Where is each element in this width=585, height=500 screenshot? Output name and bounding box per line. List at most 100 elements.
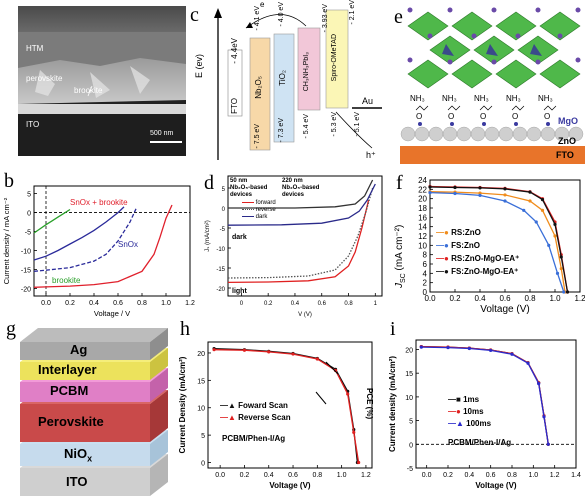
chart-f-ytick-label-9: 18 [418, 204, 427, 213]
au-label: Au [362, 96, 374, 106]
chart-f-ytick-label-11: 22 [418, 185, 427, 194]
legend-reverse: reverse [242, 207, 276, 214]
chart-i-ytick-label-0: -5 [407, 466, 413, 473]
chart-f-series-1-point-1 [453, 191, 457, 196]
chart-i: 0.0 0.2 0.4 0.6 0.8 1.0 1.2 1.4 -5 0 5 10 15 20 Voltag… [388, 339, 581, 490]
chart-i-xtick-label-1: 0.2 [443, 472, 453, 479]
legend-rs-zno-mgo: —● RS:ZnO-MgO-EA⁺ [436, 254, 520, 263]
chart-h-xtick-label-0: 0.0 [215, 472, 225, 479]
chart-i-legend: —■ 1ms —● 10ms —▲ 100ms [448, 394, 491, 430]
o-label-1: O [416, 112, 423, 121]
chart-b-series-1 [33, 208, 137, 272]
legend-fs-zno: —● FS:ZnO [436, 241, 480, 250]
tio2-label: TiO₂ [278, 70, 287, 86]
layer-ag-shape [20, 328, 168, 360]
energy-axis-label: E (ev) [194, 53, 204, 78]
group1-line-2: Nb₂O₅-based [230, 185, 268, 191]
chart-f-ylabel: JSC (mA cm⁻²) [394, 225, 407, 288]
chart-h-series-1-point-3 [291, 352, 295, 356]
chart-b-ytick-label-0: 5 [27, 192, 31, 199]
chart-f-series-0-point-4 [528, 199, 532, 203]
chart-i-xtick-label-3: 0.6 [486, 472, 496, 479]
chart-h-xtick-label-2: 0.4 [264, 472, 274, 479]
chart-b-xtick-label-2: 0.4 [89, 300, 99, 307]
fto-level: - 4.4eV [230, 38, 239, 64]
electron-label: e [260, 0, 265, 9]
chart-d-xlabel: V (V) [298, 312, 312, 318]
chart-d: 0 0.2 0.4 0.6 0.8 1 5 0 -5 -10 -15 -20 V (V) Jₛ (mA/c… [205, 175, 383, 318]
perovskite-block [297, 27, 321, 111]
chart-d-xtick-label-2: 0.4 [291, 301, 300, 307]
chart-h-xtick-label-1: 0.2 [240, 472, 250, 479]
group1-label: 50 nm Nb₂O₅-based devices [230, 178, 267, 199]
panel-f: 0.0 0.2 0.4 0.6 0.8 1.0 1.2 0 2 4 6 8 10 12 14 16 18 20 22… [390, 170, 585, 320]
group1-line-3: devices [230, 192, 253, 198]
chart-f-xtick-label-4: 0.8 [524, 294, 536, 303]
chart-f-series-0-point-3 [503, 193, 507, 197]
o-label-5: O [544, 112, 551, 121]
sem-image [18, 6, 186, 156]
chart-f-ytick-label-12: 24 [418, 176, 427, 185]
chart-i-series-2-point-3 [489, 348, 493, 353]
legend-rs-zno: —● RS:ZnO [436, 228, 481, 237]
chart-b: 0.0 0.2 0.4 0.6 0.8 1.0 1.2 5 0 -5 -10 -15 -20 Voltag… [2, 185, 195, 318]
chart-b-series-label-2: SnOx [118, 240, 139, 249]
panel-label-c: c [190, 4, 199, 26]
layer-ito-label: ITO [66, 474, 88, 489]
perovskite-bottom-level: - 5.4 eV [303, 114, 310, 139]
scale-bar-label: 500 nm [150, 130, 174, 137]
chart-d-ytick-label-1: 0 [222, 207, 226, 213]
chart-f-series-1-point-2 [478, 193, 482, 197]
chart-f-xtick-label-2: 0.4 [474, 294, 486, 303]
chart-i-note: PCBM/Phen-I/Ag [448, 438, 512, 447]
spiro-top-level: - 2.1 eV [349, 0, 356, 25]
chart-f-series-1-point-3 [503, 199, 507, 203]
group2-label: 220 nm Nb₂O₅-based devices [282, 178, 319, 199]
chart-i-ytick-label-2: 5 [409, 419, 413, 426]
chart-f-series-3-point-1 [453, 185, 457, 190]
hole-label: h⁺ [366, 150, 376, 160]
chart-f-series-3-point-4 [528, 190, 532, 194]
layer-interlayer-label: Interlayer [38, 362, 97, 377]
tio2-bottom-level: - 7.3 eV [278, 118, 285, 143]
chart-f-series-1-point-4 [522, 208, 526, 212]
chart-b-xtick-label-3: 0.6 [113, 300, 123, 307]
chart-b-xlabel: Voltage / V [94, 309, 130, 318]
nb2o5-block [249, 37, 271, 151]
chart-h-ytick-label-2: 10 [197, 406, 205, 413]
legend-forward-scan: —▲ Foward Scan [220, 401, 288, 410]
layer-ag-label: Ag [70, 342, 88, 357]
nb2o5-label: Nb₂O₅ [254, 76, 263, 99]
chart-f-series-1-point-7 [555, 271, 560, 275]
group1-line-1: 50 nm [230, 178, 248, 184]
legend-reverse-scan: —▲ Reverse Scan [220, 413, 291, 422]
chart-f-ytick-label-0: 0 [423, 288, 428, 297]
chart-f-ytick-label-2: 4 [423, 269, 428, 278]
chart-h-arrow-2 [315, 391, 327, 405]
chart-f-ytick-label-5: 10 [418, 241, 427, 250]
layer-nio-text: NiO [64, 446, 88, 461]
chart-f-ylabel-main: J [394, 283, 405, 288]
chart-h-xtick-label-4: 0.8 [312, 472, 322, 479]
chart-b-ytick-label-3: -10 [21, 248, 31, 255]
chart-i-ytick-label-4: 15 [405, 371, 413, 378]
chart-b-series-3 [33, 208, 71, 234]
au-bottom-level: - 5.1 eV [354, 112, 361, 137]
chart-b-series-label-3: brookite [52, 276, 81, 285]
panel-label-e: e [394, 6, 403, 28]
chart-f-ylabel-unit: (mA cm⁻²) [394, 224, 405, 274]
zno-spheres [400, 126, 584, 142]
nh3-label-1: NH₃ [410, 94, 425, 103]
chart-f-ytick-label-1: 2 [423, 279, 428, 288]
chart-d-ytick-label-4: -15 [216, 267, 225, 273]
tio2-top-level: - 4.0 eV [278, 2, 285, 27]
legend-fs-zno-mgo: —● FS:ZnO-MgO-EA⁺ [436, 267, 519, 276]
nh3-label-4: NH₃ [506, 94, 521, 103]
chart-f-ytick-label-6: 12 [418, 232, 427, 241]
chart-f-ytick-label-10: 20 [418, 195, 427, 204]
panel-label-i: i [390, 318, 396, 340]
chart-b-xtick-label-0: 0.0 [41, 300, 51, 307]
chart-i-xtick-label-0: 0.0 [422, 472, 432, 479]
chart-h-arrow-1 [325, 361, 339, 375]
chart-f-series-3-point-6 [553, 222, 557, 226]
